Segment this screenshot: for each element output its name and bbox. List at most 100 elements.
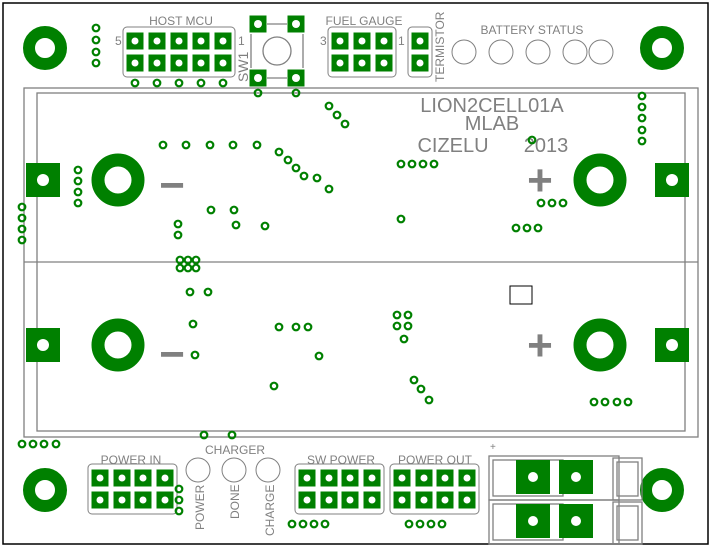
sw1-pad-hole bbox=[254, 74, 262, 82]
sw1-pad-hole bbox=[254, 20, 262, 28]
via bbox=[291, 163, 301, 173]
via bbox=[424, 395, 434, 405]
connector-pad-hole bbox=[528, 472, 538, 482]
battery-status-led bbox=[525, 39, 551, 65]
minus-sign-top: − bbox=[159, 161, 185, 210]
via bbox=[558, 198, 568, 208]
sw-power-header-pin-hole bbox=[368, 474, 376, 482]
via bbox=[73, 165, 83, 175]
via bbox=[17, 202, 27, 212]
via bbox=[511, 223, 521, 233]
host-mcu-pin5: 5 bbox=[115, 34, 122, 48]
sw-power-header-pin-hole bbox=[303, 496, 311, 504]
via bbox=[174, 78, 184, 88]
fuel-gauge-header-pin-hole bbox=[336, 37, 344, 45]
via bbox=[51, 439, 61, 449]
fuel-gauge-header-pin-hole bbox=[358, 37, 366, 45]
via bbox=[527, 135, 537, 145]
fuel-gauge-header-pin-hole bbox=[358, 59, 366, 67]
charger-led bbox=[255, 457, 281, 483]
sw-power-header-pin-hole bbox=[346, 474, 354, 482]
via bbox=[637, 113, 647, 123]
fuel-gauge-label: FUEL GAUGE bbox=[326, 14, 403, 28]
via bbox=[533, 223, 543, 233]
led-power-label: POWER bbox=[193, 484, 207, 530]
host-mcu-header-pin-hole bbox=[197, 37, 205, 45]
sw-power-header-pin-hole bbox=[368, 496, 376, 504]
via bbox=[416, 384, 426, 394]
via bbox=[173, 230, 183, 240]
via bbox=[600, 397, 610, 407]
power-out-header-outline bbox=[389, 463, 480, 515]
sw-power-header-pin-hole bbox=[325, 474, 333, 482]
via bbox=[158, 140, 168, 150]
via bbox=[17, 213, 27, 223]
host-mcu-header-pin-hole bbox=[131, 59, 139, 67]
via bbox=[183, 255, 193, 265]
battery-contact bbox=[573, 318, 627, 372]
battery-status-led bbox=[562, 39, 588, 65]
fuel-gauge-header-pin-hole bbox=[336, 59, 344, 67]
host-mcu-header-pin-hole bbox=[131, 37, 139, 45]
via bbox=[218, 78, 228, 88]
via bbox=[399, 334, 409, 344]
power-out-header-pin-hole bbox=[398, 496, 406, 504]
via bbox=[291, 322, 301, 332]
termistor-header-outline bbox=[407, 26, 433, 78]
via bbox=[206, 205, 216, 215]
power-in-header-pin-hole bbox=[139, 496, 147, 504]
via bbox=[73, 187, 83, 197]
via bbox=[231, 220, 241, 230]
power-out-header-pin-hole bbox=[420, 496, 428, 504]
via bbox=[547, 198, 557, 208]
termistor-label: TERMISTOR bbox=[433, 11, 447, 82]
charger-label: CHARGER bbox=[205, 443, 265, 457]
via bbox=[199, 430, 209, 440]
connector-plus: + bbox=[490, 442, 496, 453]
via bbox=[324, 101, 334, 111]
charger-led bbox=[221, 457, 247, 483]
via bbox=[227, 430, 237, 440]
via bbox=[396, 214, 406, 224]
via bbox=[188, 319, 198, 329]
connector-pad-hole bbox=[571, 472, 581, 482]
fuel-gauge-pin1: 1 bbox=[398, 34, 405, 48]
battery-status-led bbox=[451, 39, 477, 65]
power-in-header-outline bbox=[87, 463, 178, 515]
via bbox=[91, 35, 101, 45]
termistor-header-pin-hole bbox=[416, 37, 424, 45]
via bbox=[229, 205, 239, 215]
via bbox=[185, 287, 195, 297]
via bbox=[291, 88, 301, 98]
fuel-gauge-header-pin-hole bbox=[380, 37, 388, 45]
sw-power-label: SW POWER bbox=[307, 453, 375, 467]
via bbox=[205, 140, 215, 150]
battery-holder bbox=[23, 87, 699, 438]
mounting-hole bbox=[23, 26, 67, 70]
battery-status-led bbox=[588, 39, 614, 65]
via bbox=[612, 397, 622, 407]
power-out-header-pin-hole bbox=[420, 474, 428, 482]
power-in-header-pin-hole bbox=[96, 496, 104, 504]
via bbox=[181, 140, 191, 150]
battery-tab-pad-hole bbox=[666, 339, 678, 351]
via bbox=[174, 484, 184, 494]
fuel-gauge-pin3: 3 bbox=[320, 34, 327, 48]
via bbox=[426, 519, 436, 529]
via bbox=[522, 223, 532, 233]
battery-contact bbox=[573, 153, 627, 207]
minus-sign-bottom: − bbox=[159, 330, 185, 379]
via bbox=[299, 171, 309, 181]
power-out-label: POWER OUT bbox=[398, 453, 473, 467]
via bbox=[183, 263, 193, 273]
sw-power-header-pin-hole bbox=[303, 474, 311, 482]
via bbox=[287, 519, 297, 529]
termistor-header-pin-hole bbox=[416, 59, 424, 67]
sw1-outline bbox=[250, 23, 304, 79]
via bbox=[228, 140, 238, 150]
via bbox=[17, 439, 27, 449]
connector-outline bbox=[612, 501, 643, 545]
via bbox=[536, 198, 546, 208]
via bbox=[174, 495, 184, 505]
